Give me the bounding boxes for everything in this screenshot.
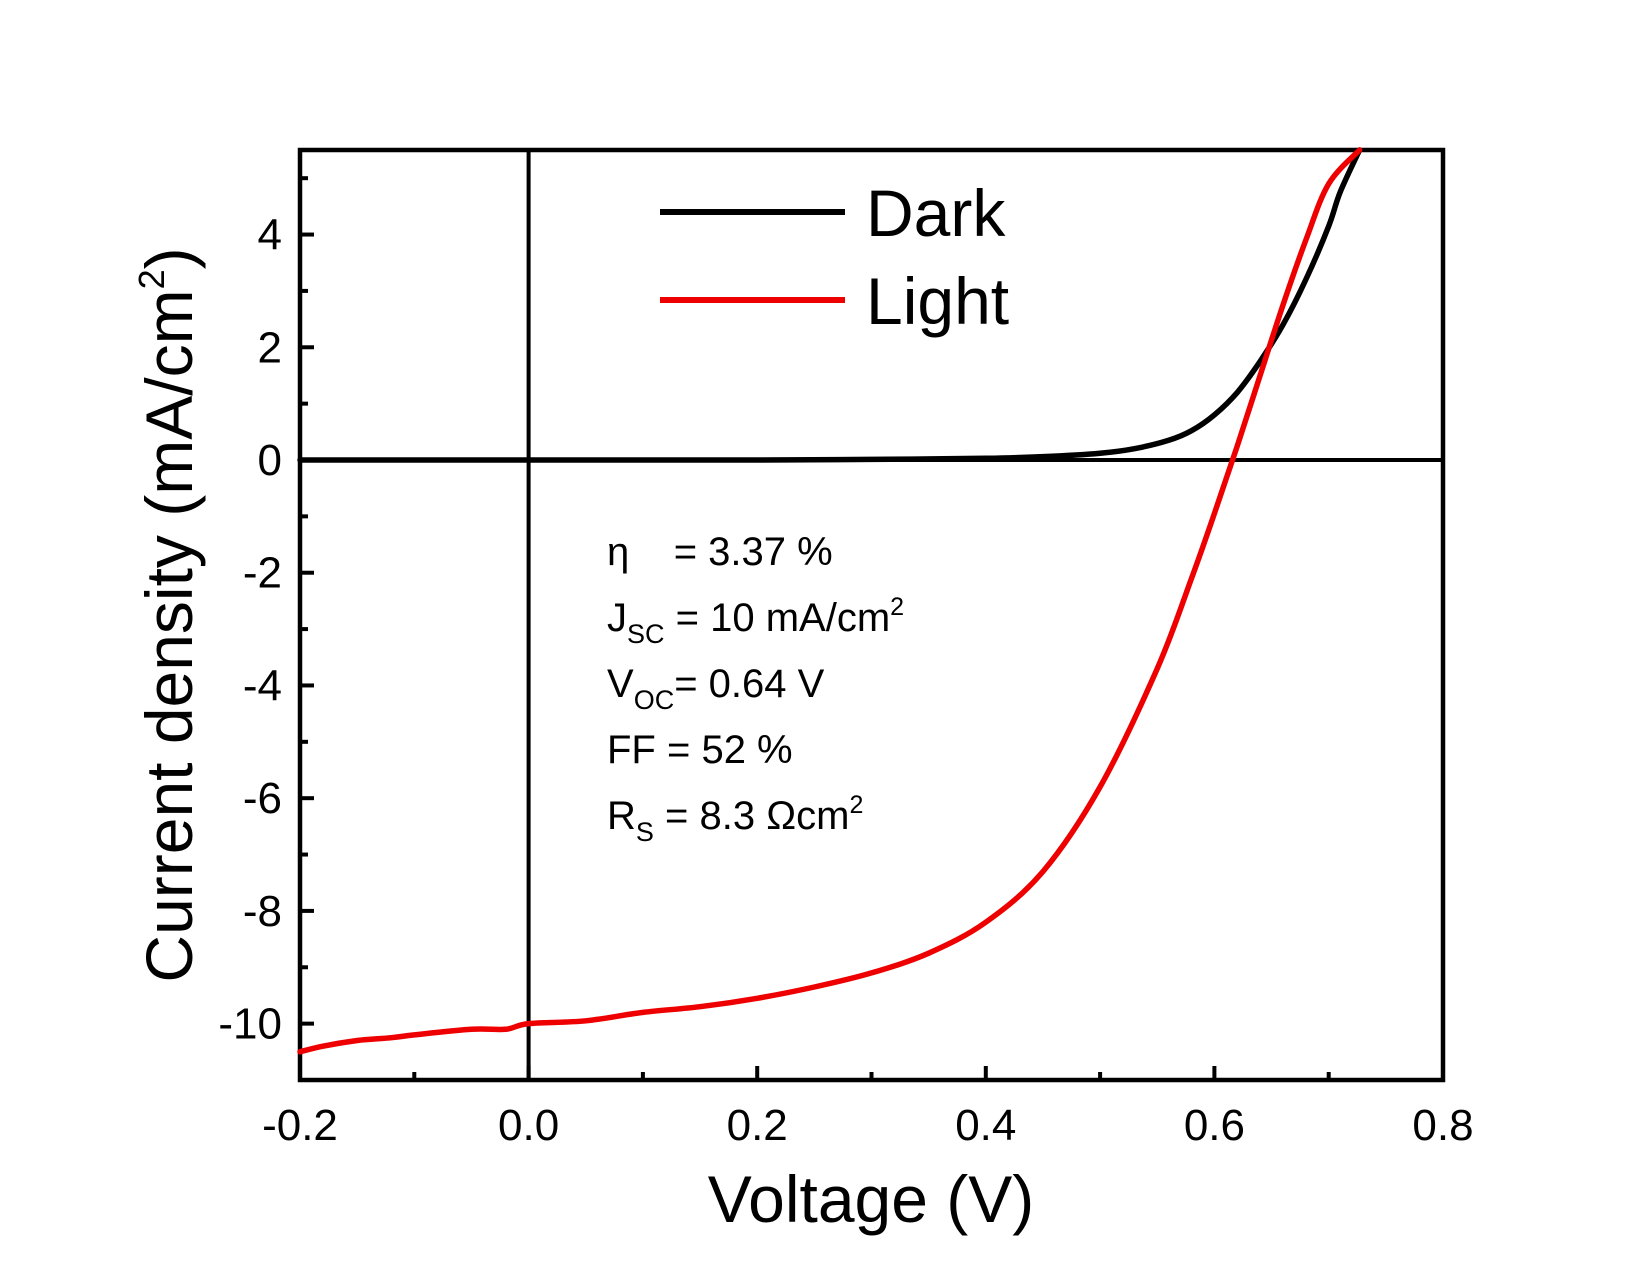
x-axis-title: Voltage (V)	[708, 1162, 1035, 1236]
x-tick-label: 0.6	[1184, 1101, 1245, 1150]
legend-label-dark: Dark	[866, 176, 1006, 250]
y-tick-label: 0	[258, 436, 282, 485]
annotation-block: η = 3.37 % JSC = 10 mA/cm2 VOC= 0.64 V FF =…	[607, 530, 904, 847]
x-tick-label: 0.0	[498, 1101, 559, 1150]
series-line-light	[297, 147, 1363, 1055]
annotation-line: RS = 8.3 Ωcm2	[607, 791, 863, 847]
annotation-line: η = 3.37 %	[607, 530, 833, 574]
y-tick-label: 4	[258, 211, 282, 260]
series-group	[297, 147, 1363, 1055]
x-tick-label: 0.2	[727, 1101, 788, 1150]
y-axis-title-main: Current density (mA/cm	[132, 289, 206, 982]
y-tick-label: -10	[218, 1000, 282, 1049]
series-line-dark	[297, 147, 1363, 463]
y-tick-label: -8	[243, 887, 282, 936]
legend-label-light: Light	[866, 264, 1009, 338]
x-tick-label: 0.8	[1412, 1101, 1473, 1150]
y-axis-title: Current density (mA/cm2)	[131, 247, 206, 982]
y-tick-label: -4	[243, 661, 282, 710]
y-axis-title-sup: 2	[131, 269, 172, 289]
y-tick-label: 2	[258, 323, 282, 372]
y-tick-label: -6	[243, 774, 282, 823]
axis-ticks	[298, 176, 1445, 1082]
annotation-line: VOC= 0.64 V	[607, 662, 825, 715]
annotation-line: JSC = 10 mA/cm2	[607, 593, 904, 649]
legend: Dark Light	[660, 176, 1009, 338]
y-tick-label: -2	[243, 549, 282, 598]
y-axis-title-close: )	[132, 247, 206, 269]
tick-labels: -0.2 0.0 0.2 0.4 0.6 0.8 -10 -8 -6 -4 -2 0 2 4	[218, 211, 1473, 1150]
annotation-line: FF = 52 %	[607, 728, 793, 772]
x-tick-label: 0.4	[955, 1101, 1016, 1150]
x-tick-label: -0.2	[262, 1101, 338, 1150]
